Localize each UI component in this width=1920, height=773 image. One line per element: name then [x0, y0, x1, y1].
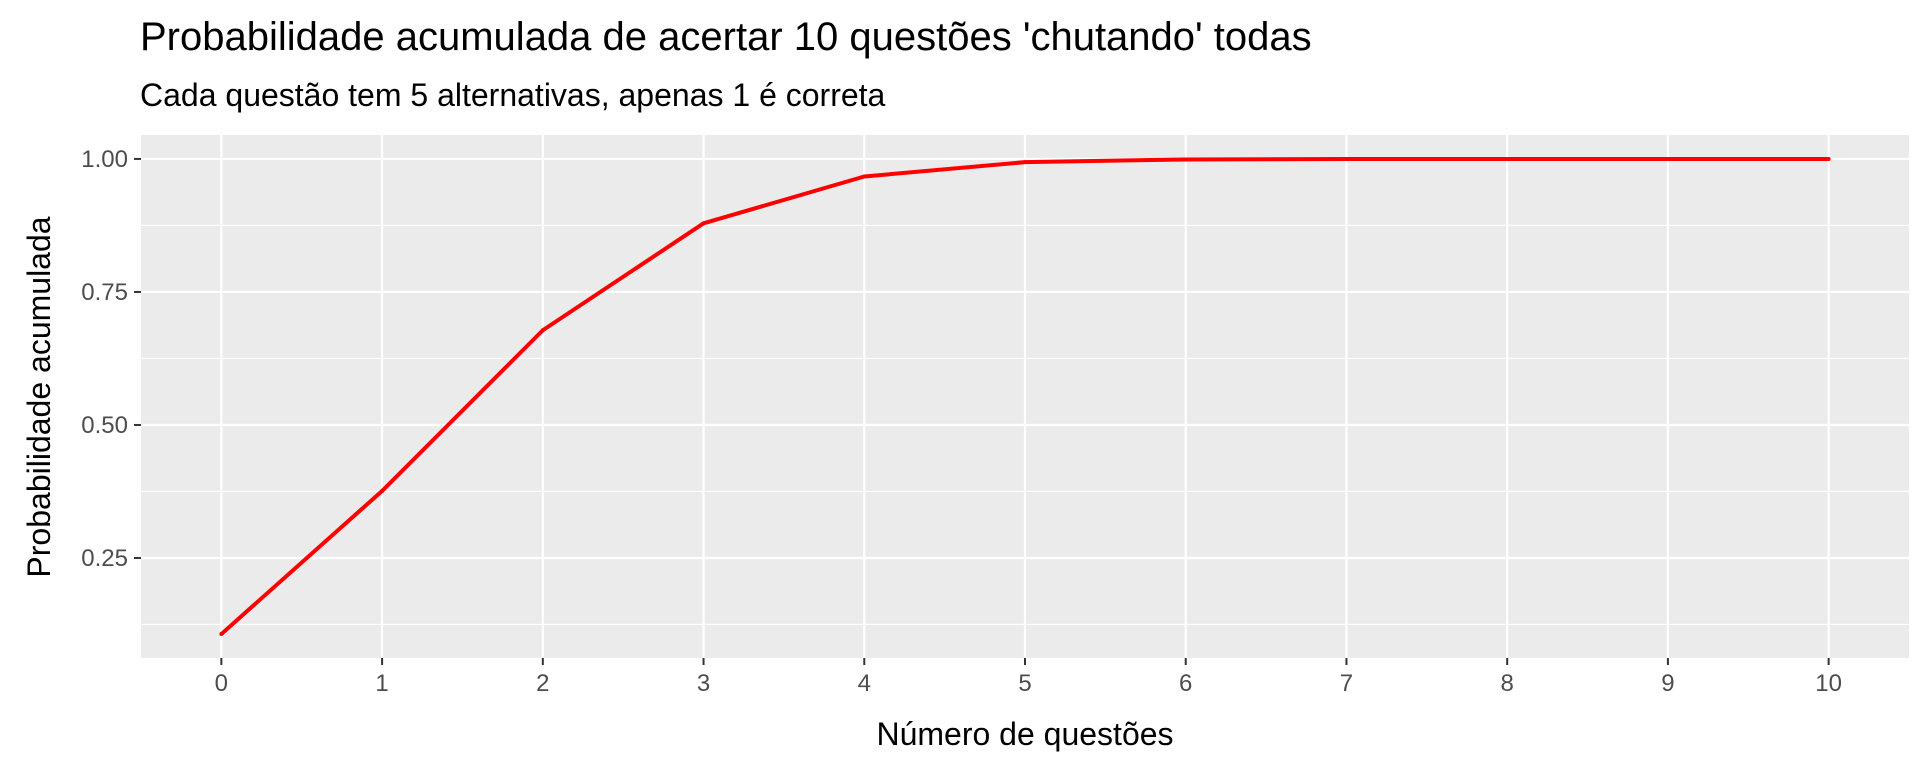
y-tick-label: 1.00	[81, 146, 128, 173]
data-point	[219, 632, 224, 637]
chart-subtitle: Cada questão tem 5 alternativas, apenas …	[140, 77, 886, 113]
x-tick-label: 10	[1815, 670, 1842, 697]
x-tick-label: 3	[697, 670, 710, 697]
x-tick-label: 7	[1340, 670, 1353, 697]
data-point	[1665, 156, 1670, 161]
y-tick-label: 0.50	[81, 412, 128, 439]
data-point	[1344, 156, 1349, 161]
data-point	[380, 488, 385, 493]
data-point	[1505, 156, 1510, 161]
x-axis-title: Número de questões	[876, 716, 1173, 752]
x-tick-label: 1	[375, 670, 388, 697]
axis-ticks: 0.25 0.50 0.75 1.00 0 1 2 3 4 5 6 7 8 9 10	[81, 146, 1842, 697]
x-tick-label: 0	[215, 670, 228, 697]
y-tick-label: 0.25	[81, 545, 128, 572]
data-point	[1023, 160, 1027, 165]
x-tick-label: 5	[1018, 670, 1031, 697]
data-point	[1183, 157, 1188, 162]
x-tick-label: 4	[858, 670, 871, 697]
data-point	[540, 328, 545, 333]
x-tick-label: 9	[1661, 670, 1674, 697]
grid-lines	[141, 135, 1909, 658]
data-point	[862, 174, 867, 179]
x-tick-label: 2	[536, 670, 549, 697]
data-points	[219, 156, 1831, 637]
y-axis-title: Probabilidade acumulada	[21, 216, 57, 577]
x-tick-label: 6	[1179, 670, 1192, 697]
data-point	[1826, 156, 1831, 161]
x-tick-label: 8	[1501, 670, 1514, 697]
chart-title: Probabilidade acumulada de acertar 10 qu…	[140, 15, 1312, 59]
y-tick-label: 0.75	[81, 279, 128, 306]
data-point	[701, 221, 706, 226]
